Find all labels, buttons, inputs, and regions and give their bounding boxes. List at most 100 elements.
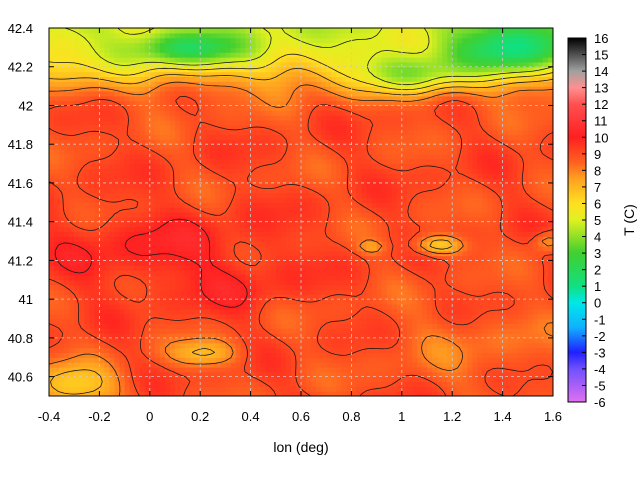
- heatmap-cell: [185, 187, 191, 194]
- heatmap-cell: [537, 308, 544, 315]
- heatmap-cell: [341, 381, 347, 387]
- heatmap-cell: [432, 386, 438, 392]
- heatmap-cell: [497, 328, 504, 334]
- heatmap-cell: [462, 299, 468, 305]
- heatmap-cell: [94, 202, 100, 208]
- heatmap-cell: [164, 318, 171, 324]
- heatmap-cell: [437, 241, 443, 247]
- heatmap-cell: [341, 216, 347, 223]
- heatmap-cell: [356, 236, 363, 242]
- heatmap-cell: [240, 158, 247, 165]
- heatmap-cell: [452, 362, 458, 368]
- heatmap-cell: [220, 226, 226, 232]
- heatmap-cell: [427, 192, 433, 199]
- heatmap-cell: [245, 342, 252, 349]
- heatmap-cell: [532, 245, 539, 252]
- heatmap-cell: [64, 333, 70, 339]
- heatmap-cell: [406, 270, 413, 276]
- heatmap-cell: [129, 371, 136, 378]
- heatmap-cell: [149, 260, 156, 266]
- heatmap-cell: [482, 391, 489, 396]
- heatmap-cell: [311, 391, 317, 396]
- heatmap-cell: [416, 274, 423, 281]
- heatmap-cell: [497, 337, 504, 344]
- heatmap-cell: [94, 274, 100, 281]
- heatmap-cell: [427, 279, 433, 286]
- heatmap-cell: [59, 158, 65, 165]
- heatmap-cell: [306, 216, 312, 223]
- heatmap-cell: [265, 231, 272, 237]
- heatmap-cell: [185, 197, 191, 203]
- heatmap-cell: [285, 371, 292, 378]
- heatmap-cell: [139, 265, 146, 271]
- heatmap-cell: [542, 299, 549, 305]
- heatmap-cell: [487, 158, 494, 165]
- heatmap-cell: [416, 207, 423, 213]
- heatmap-cell: [376, 337, 383, 344]
- heatmap-cell: [144, 163, 151, 170]
- heatmap-cell: [290, 299, 297, 305]
- heatmap-cell: [532, 366, 539, 373]
- heatmap-cell: [59, 226, 65, 232]
- heatmap-cell: [64, 304, 70, 310]
- heatmap-cell: [129, 313, 136, 320]
- heatmap-cell: [487, 182, 494, 189]
- heatmap-cell: [295, 255, 302, 262]
- heatmap-cell: [280, 173, 287, 179]
- heatmap-cell: [164, 153, 171, 160]
- heatmap-cell: [255, 294, 262, 300]
- heatmap-cell: [527, 173, 534, 179]
- heatmap-cell: [185, 318, 191, 324]
- heatmap-cell: [492, 221, 499, 228]
- heatmap-cell: [79, 381, 85, 387]
- heatmap-cell: [290, 163, 297, 170]
- heatmap-cell: [517, 304, 524, 310]
- heatmap-cell: [396, 294, 403, 300]
- heatmap-cell: [280, 366, 287, 373]
- heatmap-cell: [371, 231, 378, 237]
- heatmap-cell: [396, 270, 403, 276]
- heatmap-cell: [351, 241, 358, 247]
- heatmap-cell: [532, 284, 539, 291]
- heatmap-cell: [487, 381, 494, 387]
- heatmap-cell: [149, 323, 156, 329]
- heatmap-cell: [336, 347, 342, 354]
- heatmap-cell: [129, 381, 136, 387]
- heatmap-cell: [401, 337, 408, 344]
- heatmap-cell: [386, 226, 393, 232]
- heatmap-cell: [366, 376, 373, 383]
- heatmap-cell: [265, 226, 272, 232]
- heatmap-cell: [527, 197, 534, 203]
- heatmap-cell: [49, 362, 55, 368]
- heatmap-cell: [114, 202, 121, 208]
- heatmap-cell: [391, 250, 398, 257]
- heatmap-cell: [59, 289, 65, 295]
- heatmap-cell: [129, 216, 136, 223]
- heatmap-cell: [180, 294, 186, 300]
- heatmap-cell: [220, 294, 226, 300]
- heatmap-cell: [230, 284, 237, 291]
- heatmap-cell: [280, 308, 287, 315]
- heatmap-cell: [290, 362, 297, 368]
- heatmap-cell: [240, 207, 247, 213]
- heatmap-cell: [351, 255, 358, 262]
- heatmap-cell: [114, 313, 121, 320]
- heatmap-cell: [124, 371, 131, 378]
- heatmap-cell: [477, 333, 484, 339]
- heatmap-cell: [104, 371, 111, 378]
- heatmap-cell: [512, 187, 519, 194]
- heatmap-cell: [99, 279, 106, 286]
- heatmap-cell: [477, 294, 484, 300]
- heatmap-cell: [265, 366, 272, 373]
- heatmap-cell: [421, 168, 428, 174]
- heatmap-cell: [522, 299, 529, 305]
- heatmap-cell: [190, 294, 196, 300]
- heatmap-cell: [195, 357, 201, 363]
- heatmap-cell: [119, 342, 126, 349]
- heatmap-cell: [487, 192, 494, 199]
- heatmap-cell: [195, 226, 201, 232]
- heatmap-cell: [427, 328, 433, 334]
- heatmap-cell: [321, 313, 327, 320]
- heatmap-cell: [149, 207, 156, 213]
- heatmap-cell: [144, 328, 151, 334]
